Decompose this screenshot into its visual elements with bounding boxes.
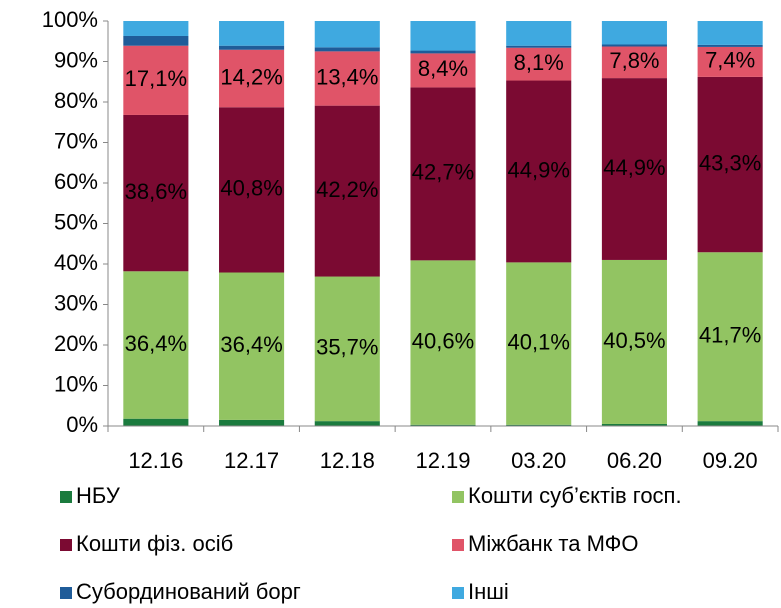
value-label: 14,2% bbox=[220, 64, 282, 89]
bar-segment bbox=[314, 105, 380, 277]
legend-swatch bbox=[452, 539, 464, 551]
y-tick-label: 10% bbox=[54, 371, 98, 396]
value-label: 36,4% bbox=[220, 332, 282, 357]
legend-swatch bbox=[60, 539, 72, 551]
bar-segment bbox=[219, 107, 285, 273]
y-tick-label: 90% bbox=[54, 47, 98, 72]
x-tick-label: 12.18 bbox=[320, 448, 375, 473]
bar-segment bbox=[314, 47, 380, 52]
value-label: 40,1% bbox=[508, 329, 570, 354]
value-label: 41,7% bbox=[699, 323, 761, 348]
bar-segment bbox=[123, 271, 189, 419]
bar-segment bbox=[410, 260, 476, 425]
bar-segment bbox=[601, 423, 667, 426]
bar-segment bbox=[314, 51, 380, 106]
value-label: 7,4% bbox=[705, 48, 755, 73]
y-tick-label: 100% bbox=[42, 7, 98, 32]
y-tick-label: 70% bbox=[54, 128, 98, 153]
value-label: 42,7% bbox=[412, 160, 474, 185]
bar-segment bbox=[506, 47, 572, 81]
legend-label: Субординований борг bbox=[76, 579, 301, 604]
value-label: 8,4% bbox=[418, 56, 468, 81]
x-tick-label: 12.17 bbox=[224, 448, 279, 473]
bar-segment bbox=[601, 44, 667, 47]
bar-segment bbox=[123, 45, 189, 115]
y-tick-label: 60% bbox=[54, 169, 98, 194]
value-label: 40,5% bbox=[603, 328, 665, 353]
x-tick-label: 12.16 bbox=[128, 448, 183, 473]
bar-segment bbox=[601, 21, 667, 45]
bar-segment bbox=[410, 424, 476, 426]
legend-swatch bbox=[60, 491, 72, 503]
bar-segment bbox=[410, 50, 476, 54]
bar-segment bbox=[506, 262, 572, 425]
bar-segment bbox=[219, 45, 285, 50]
bar-segment bbox=[601, 259, 667, 424]
value-label: 42,2% bbox=[316, 177, 378, 202]
bar-segment bbox=[601, 78, 667, 260]
bar-segment bbox=[123, 114, 189, 272]
value-label: 17,1% bbox=[125, 66, 187, 91]
value-label: 44,9% bbox=[603, 155, 665, 180]
y-tick-label: 0% bbox=[66, 412, 98, 437]
bar-segment bbox=[314, 21, 380, 48]
bar-segment bbox=[697, 21, 763, 45]
legend-label: Інші bbox=[468, 579, 509, 604]
x-tick-label: 06.20 bbox=[607, 448, 662, 473]
y-tick-label: 30% bbox=[54, 290, 98, 315]
bar-segment bbox=[219, 272, 285, 420]
bar-segment bbox=[123, 35, 189, 46]
y-tick-label: 20% bbox=[54, 331, 98, 356]
y-tick-label: 80% bbox=[54, 88, 98, 113]
bar-segment bbox=[697, 44, 763, 47]
bar-segment bbox=[506, 45, 572, 48]
bar-segment bbox=[697, 76, 763, 253]
bar-segment bbox=[506, 21, 572, 46]
value-label: 36,4% bbox=[125, 331, 187, 356]
bar-segment bbox=[410, 53, 476, 88]
bar-segment bbox=[123, 21, 189, 36]
x-tick-label: 03.20 bbox=[511, 448, 566, 473]
legend-label: Міжбанк та МФО bbox=[468, 531, 639, 556]
x-tick-label: 09.20 bbox=[703, 448, 758, 473]
bar-segment bbox=[123, 418, 189, 426]
bar-segment bbox=[697, 421, 763, 426]
legend-swatch bbox=[452, 587, 464, 599]
value-label: 40,6% bbox=[412, 328, 474, 353]
legend-swatch bbox=[452, 491, 464, 503]
y-tick-label: 40% bbox=[54, 250, 98, 275]
bar-segment bbox=[410, 21, 476, 51]
bar-segment bbox=[314, 421, 380, 426]
bar-segment bbox=[506, 424, 572, 426]
value-label: 35,7% bbox=[316, 335, 378, 360]
bar-segment bbox=[506, 80, 572, 263]
bar-segment bbox=[219, 419, 285, 426]
legend-label: Кошти суб’єктів госп. bbox=[468, 483, 682, 508]
y-tick-label: 50% bbox=[54, 209, 98, 234]
value-label: 8,1% bbox=[514, 50, 564, 75]
value-label: 7,8% bbox=[609, 48, 659, 73]
legend-label: НБУ bbox=[76, 483, 121, 508]
bar-segment bbox=[410, 87, 476, 261]
value-label: 40,8% bbox=[220, 176, 282, 201]
x-tick-label: 12.19 bbox=[415, 448, 470, 473]
bar-segment bbox=[697, 46, 763, 77]
bar-segment bbox=[697, 252, 763, 422]
legend-label: Кошти фіз. осіб bbox=[76, 531, 233, 556]
bar-segment bbox=[601, 46, 667, 79]
legend-swatch bbox=[60, 587, 72, 599]
value-label: 13,4% bbox=[316, 64, 378, 89]
bar-segment bbox=[219, 49, 285, 108]
value-label: 44,9% bbox=[508, 157, 570, 182]
value-label: 38,6% bbox=[125, 179, 187, 204]
bar-segment bbox=[314, 276, 380, 422]
bar-segment bbox=[219, 21, 285, 46]
value-label: 43,3% bbox=[699, 150, 761, 175]
